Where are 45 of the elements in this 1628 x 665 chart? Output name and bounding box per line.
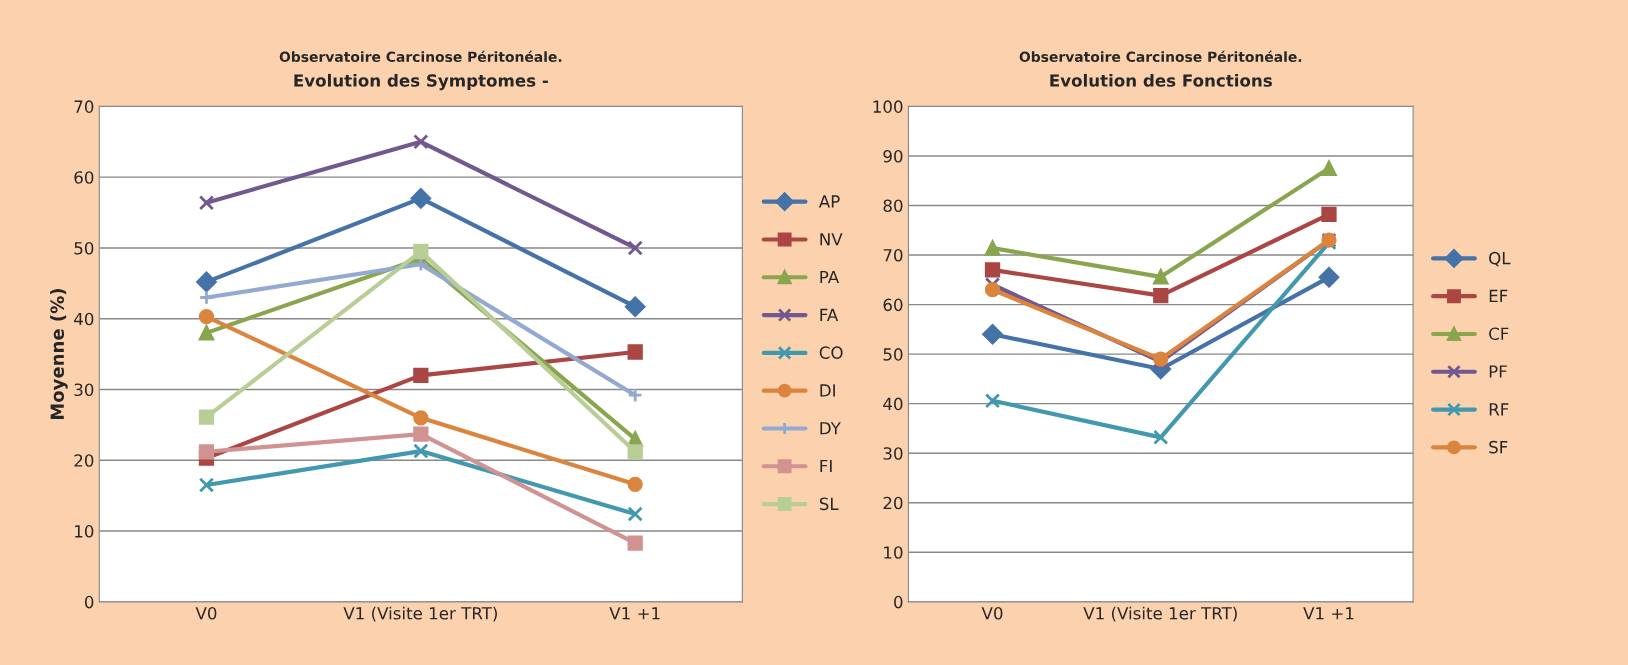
legend-label: QL xyxy=(1489,251,1511,267)
legend-label: FA xyxy=(820,308,839,321)
chart-subtitle: Evolution des Symptomes - xyxy=(294,73,548,91)
chart-title: Observatoire Carcinose Péritonéale. xyxy=(279,50,562,63)
x-tick-label: V0 xyxy=(981,606,1003,620)
x-tick-label: V1 +1 xyxy=(1303,607,1354,620)
legend-label: CF xyxy=(1489,327,1509,341)
legend-label: EF xyxy=(1489,289,1508,303)
y-tick-label: 60 xyxy=(883,298,903,312)
legend-label: SF xyxy=(1489,440,1508,454)
y-tick-label: 20 xyxy=(883,496,903,510)
legend-label: RF xyxy=(1489,403,1509,416)
x-tick-label: V0 xyxy=(195,606,217,620)
y-tick-label: 20 xyxy=(74,454,94,467)
y-tick-label: 10 xyxy=(884,546,903,559)
legend-label: NV xyxy=(820,233,843,246)
legend-label: PA xyxy=(820,270,840,284)
y-tick-label: 50 xyxy=(883,348,903,361)
y-tick-label: 30 xyxy=(74,383,94,397)
x-tick-label: V1 (Visite 1er TRT) xyxy=(343,606,497,622)
y-tick-label: 30 xyxy=(883,447,903,460)
y-tick-label: 90 xyxy=(883,149,903,163)
legend-label: SL xyxy=(819,497,839,511)
y-tick-label: 100 xyxy=(873,100,903,113)
y-tick-label: 10 xyxy=(75,525,94,538)
y-tick-label: 80 xyxy=(883,199,903,213)
chart-title: Observatoire Carcinose Péritonéale. xyxy=(1019,50,1302,63)
y-tick-label: 0 xyxy=(894,595,903,609)
y-tick-label: 60 xyxy=(74,171,94,184)
chart-subtitle: Evolution des Fonctions xyxy=(1050,73,1272,87)
y-tick-label: 0 xyxy=(84,595,94,609)
legend-label: CO xyxy=(819,346,843,359)
legend-label: DY xyxy=(820,422,841,435)
y-axis-title: Moyenne (%) xyxy=(50,289,68,420)
legend-label: AP xyxy=(818,195,840,208)
legend-label: DI xyxy=(820,384,835,397)
x-tick-label: V1 +1 xyxy=(609,607,660,620)
y-tick-label: 40 xyxy=(883,397,903,411)
legend-label: PF xyxy=(1489,365,1507,378)
y-tick-label: 70 xyxy=(883,248,903,262)
y-tick-label: 70 xyxy=(74,100,94,113)
legend-label: FI xyxy=(820,459,832,473)
x-tick-label: V1 (Visite 1er TRT) xyxy=(1083,606,1237,622)
y-tick-label: 50 xyxy=(74,241,94,255)
y-tick-label: 40 xyxy=(74,312,94,326)
